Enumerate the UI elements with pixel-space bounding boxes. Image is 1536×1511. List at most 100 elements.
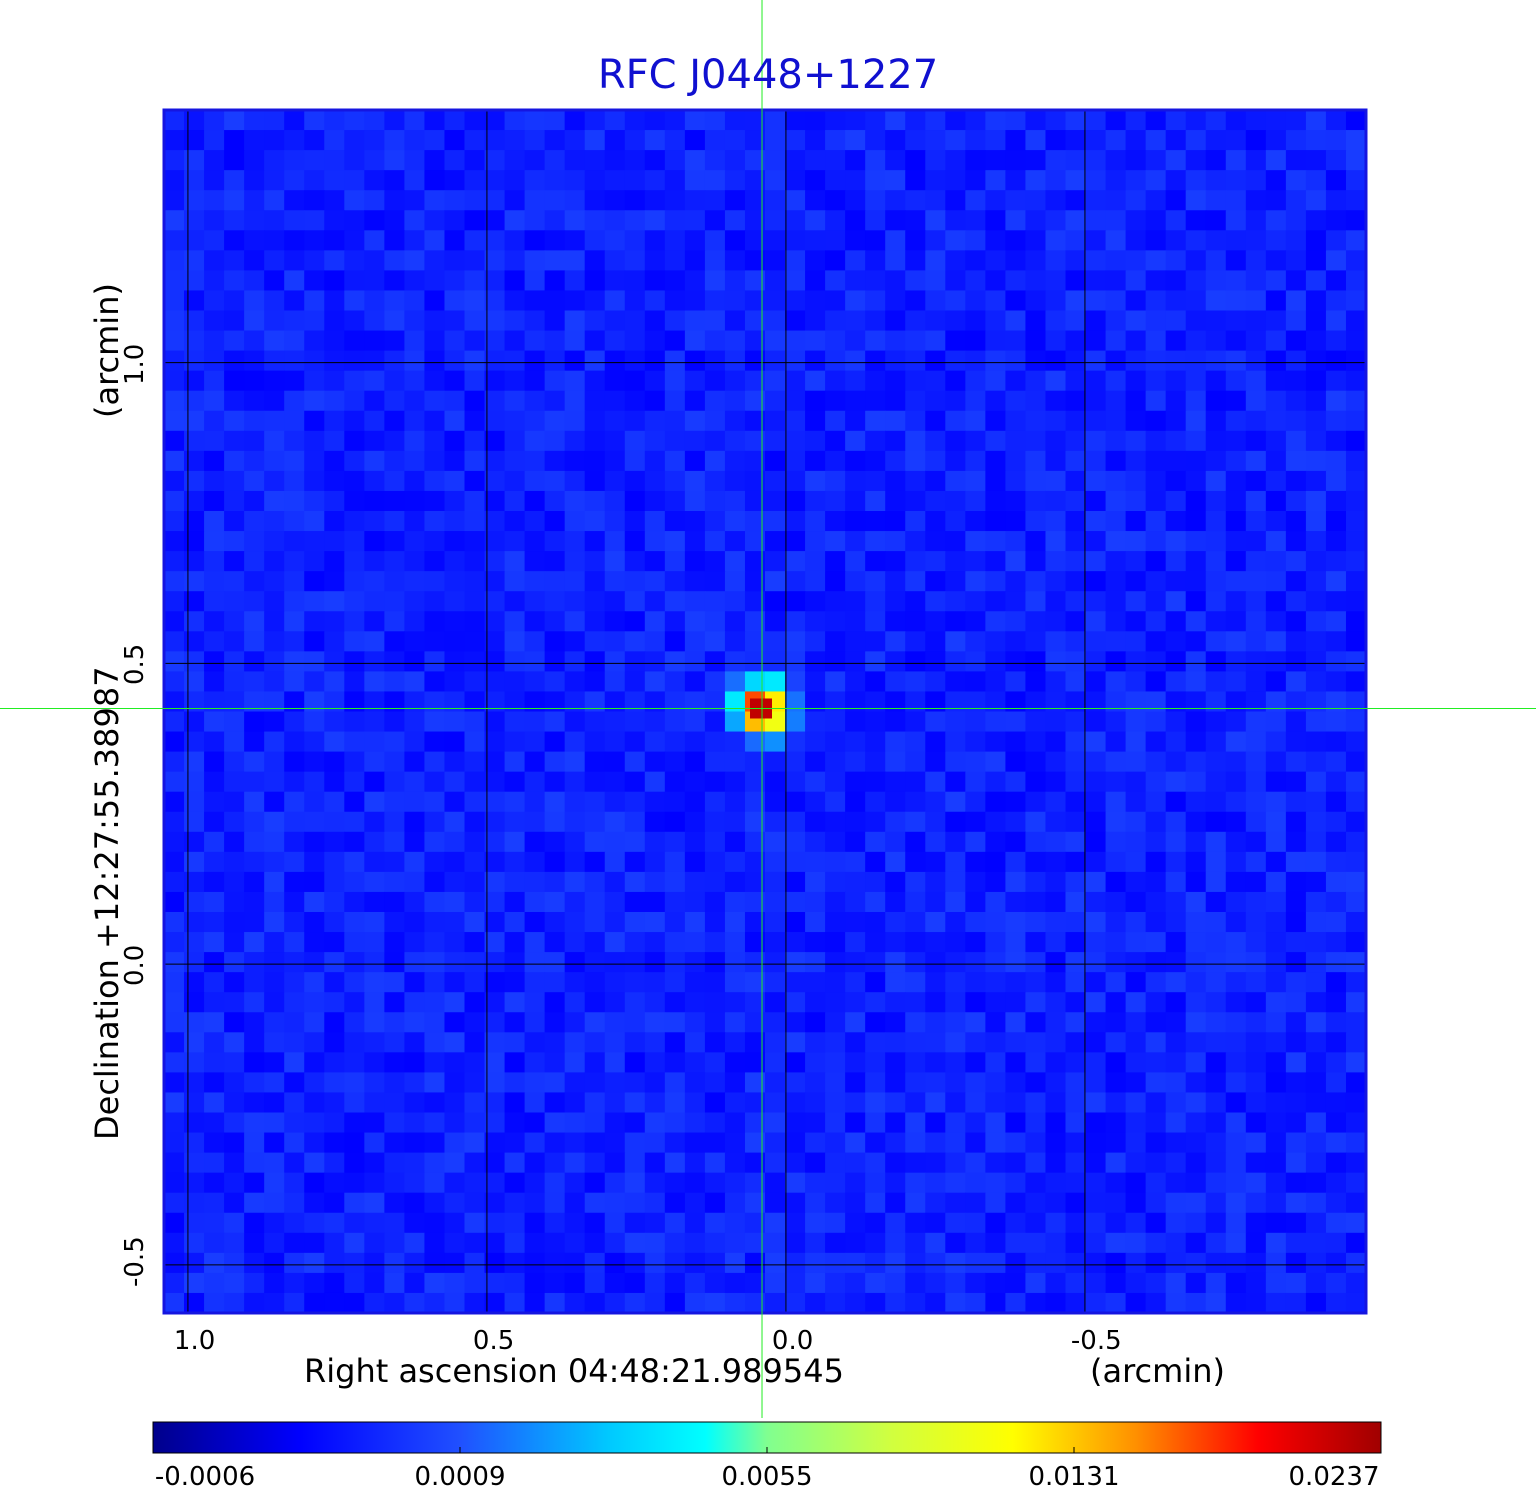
heatmap-cell [1305,210,1327,231]
heatmap-cell [1345,1112,1367,1134]
heatmap-cell [1105,731,1127,753]
heatmap-cell [264,1032,285,1053]
heatmap-cell [184,651,205,672]
heatmap-cell [584,1152,606,1174]
heatmap-cell [284,170,305,191]
heatmap-cell [484,912,506,933]
heatmap-cell [224,1092,245,1114]
heatmap-cell [1285,511,1307,532]
heatmap-cell [304,791,325,813]
heatmap-cell [704,250,726,271]
heatmap-cell [164,871,185,893]
heatmap-cell [444,290,466,312]
heatmap-cell [1285,871,1307,893]
heatmap-cell [564,511,586,532]
heatmap-cell [384,631,405,652]
heatmap-cell [624,1272,646,1294]
heatmap-cell [885,310,906,332]
heatmap-cell [184,831,205,853]
heatmap-cell [905,1232,926,1254]
heatmap-cell [404,1032,426,1053]
heatmap-cell [524,170,546,191]
heatmap-cell [264,490,285,512]
heatmap-cell [805,611,826,632]
heatmap-cell [1045,170,1067,191]
heatmap-cell [1165,190,1187,211]
heatmap-cell [184,952,205,973]
heatmap-cell [1005,1032,1027,1053]
heatmap-cell [364,230,385,251]
heatmap-cell [384,470,405,492]
heatmap-cell [344,410,365,432]
heatmap-cell [965,671,986,693]
heatmap-cell [845,972,866,993]
heatmap-cell [1305,1152,1327,1174]
heatmap-cell [364,791,385,813]
heatmap-cell [244,1252,265,1274]
heatmap-cell [965,150,986,171]
heatmap-cell [284,150,305,171]
heatmap-cell [264,972,285,993]
heatmap-cell [564,130,586,151]
heatmap-cell [925,691,946,713]
heatmap-cell [1165,1252,1187,1274]
heatmap-cell [464,370,486,392]
heatmap-cell [1245,1172,1267,1194]
heatmap-cell [644,1252,666,1274]
heatmap-cell [664,591,686,612]
heatmap-cell [1165,1052,1187,1073]
heatmap-cell [885,571,906,592]
heatmap-cell [1025,430,1047,452]
heatmap-cell [204,1172,225,1194]
heatmap-cell [464,891,486,913]
heatmap-cell [404,1232,426,1254]
heatmap-cell [1105,170,1127,191]
heatmap-cell [1265,891,1287,913]
heatmap-cell [1025,1212,1047,1234]
heatmap-cell [484,270,506,292]
heatmap-cell [1205,450,1227,472]
heatmap-cell [1025,130,1047,151]
heatmap-cell [324,270,345,292]
heatmap-cell [865,310,886,332]
heatmap-cell [1245,531,1267,552]
heatmap-cell [444,651,466,672]
heatmap-cell [604,631,626,652]
heatmap-cell [404,571,426,592]
heatmap-cell [1045,1232,1067,1254]
heatmap-cell [965,350,986,372]
heatmap-cell [744,1052,766,1073]
heatmap-cell [204,711,225,733]
heatmap-cell [1225,410,1247,432]
heatmap-cell [724,952,746,973]
heatmap-cell [464,330,486,352]
heatmap-cell [604,1292,626,1314]
heatmap-cell [765,250,786,271]
heatmap-cell [1065,1192,1087,1214]
colorbar-tick-marks [152,1447,1382,1453]
heatmap-cell [885,591,906,612]
heatmap-cell [785,992,806,1013]
heatmap-cell [845,992,866,1013]
heatmap-cell [364,1012,385,1033]
heatmap-cell [584,751,606,773]
heatmap-cell [1325,671,1347,693]
heatmap-cell [1005,390,1027,412]
heatmap-cell [744,611,766,632]
heatmap-cell [825,450,846,472]
heatmap-cell [985,631,1006,652]
heatmap-cell [644,1092,666,1114]
heatmap-cell [544,611,566,632]
heatmap-cell [464,1212,486,1234]
heatmap-cell [584,150,606,171]
heatmap-cell [1045,1012,1067,1033]
heatmap-cell [644,1192,666,1214]
heatmap-cell [925,450,946,472]
heatmap-cell [664,851,686,873]
heatmap-cell [744,1072,766,1094]
heatmap-cell [564,571,586,592]
heatmap-cell [424,771,446,793]
heatmap-cell [344,170,365,191]
heatmap-cell [424,190,446,211]
heatmap-cell [744,1152,766,1174]
